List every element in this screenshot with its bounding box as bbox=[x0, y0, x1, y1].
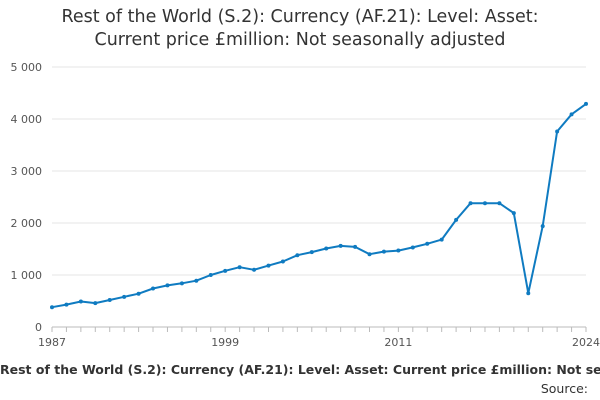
data-point bbox=[468, 201, 473, 206]
data-point bbox=[93, 301, 98, 306]
x-tick-label: 1999 bbox=[211, 336, 239, 349]
data-point bbox=[540, 224, 545, 229]
y-tick-label: 0 bbox=[35, 321, 42, 334]
data-point bbox=[194, 278, 199, 283]
data-point bbox=[151, 286, 156, 291]
data-point bbox=[569, 112, 574, 117]
data-point bbox=[353, 244, 358, 249]
y-tick-label: 3 000 bbox=[11, 165, 43, 178]
series-line bbox=[51, 103, 587, 309]
data-point bbox=[309, 250, 314, 255]
data-point bbox=[454, 217, 459, 222]
data-point bbox=[526, 291, 531, 296]
data-point bbox=[439, 237, 444, 242]
data-point bbox=[179, 281, 184, 286]
data-point bbox=[555, 129, 560, 134]
y-tick-label: 2 000 bbox=[11, 217, 43, 230]
data-point bbox=[136, 291, 141, 296]
data-point bbox=[381, 249, 386, 254]
data-point bbox=[497, 201, 502, 206]
source-label: Source: bbox=[540, 381, 588, 396]
data-point bbox=[584, 101, 588, 106]
data-point bbox=[324, 246, 329, 251]
chart-title: Rest of the World (S.2): Currency (AF.21… bbox=[0, 6, 600, 52]
data-point bbox=[165, 283, 170, 288]
data-point bbox=[396, 248, 401, 253]
data-point bbox=[223, 268, 228, 273]
data-point bbox=[78, 299, 83, 304]
data-point bbox=[482, 201, 487, 206]
data-point bbox=[107, 297, 112, 302]
data-point bbox=[50, 305, 54, 310]
data-point bbox=[410, 245, 415, 250]
data-point bbox=[237, 265, 242, 270]
data-point bbox=[367, 252, 372, 257]
data-point bbox=[295, 253, 300, 258]
y-tick-label: 1 000 bbox=[11, 269, 43, 282]
data-point bbox=[511, 211, 516, 216]
data-point bbox=[208, 273, 213, 277]
data-point bbox=[122, 294, 127, 299]
data-point bbox=[64, 302, 69, 307]
legend-label: Rest of the World (S.2): Currency (AF.21… bbox=[0, 362, 600, 377]
chart-title-line-2: Current price £million: Not seasonally a… bbox=[94, 30, 506, 50]
data-point bbox=[252, 267, 257, 272]
x-tick-label: 2011 bbox=[384, 336, 412, 349]
x-tick-label: 1987 bbox=[38, 336, 66, 349]
data-point bbox=[280, 259, 285, 264]
y-tick-label: 5 000 bbox=[11, 61, 43, 74]
chart-title-line-1: Rest of the World (S.2): Currency (AF.21… bbox=[61, 7, 539, 27]
data-point bbox=[425, 241, 430, 246]
x-tick-label: 2024 bbox=[572, 336, 600, 349]
data-point bbox=[266, 263, 271, 268]
data-point bbox=[338, 243, 343, 248]
y-tick-label: 4 000 bbox=[11, 113, 43, 126]
